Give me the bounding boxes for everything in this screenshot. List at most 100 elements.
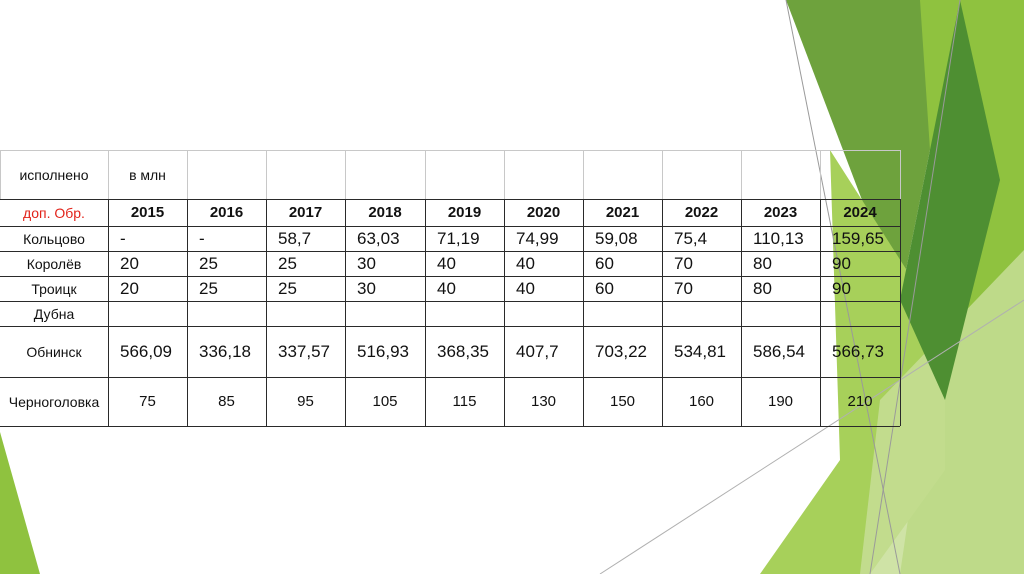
year-header-2016: 2016 [209,204,244,221]
table-cell: 159,65 [832,228,884,248]
table-cell [662,301,741,326]
row-name: Кольцово [23,230,85,247]
table-cell: 150 [609,393,636,410]
year-header-2020: 2020 [526,204,561,221]
thin-line-2 [869,0,961,574]
table-cell: 210 [847,393,873,410]
header-executed-label: исполнено [19,166,89,183]
table-gridline [0,251,900,252]
year-header-2022: 2022 [684,204,719,221]
table-gridline [0,226,900,227]
header-category-label: доп. Обр. [23,204,85,221]
table-cell: 90 [832,253,851,273]
table-gridline [266,150,267,199]
table-gridline [345,199,346,426]
table-cell: 70 [674,278,693,298]
year-header-2017: 2017 [288,204,323,221]
table-gridline [108,150,109,199]
table-cell: 30 [357,278,376,298]
table-cell: 80 [753,278,772,298]
table-gridline [583,199,584,426]
thin-line-3 [599,299,1024,574]
table-cell [425,301,504,326]
table-cell [504,301,583,326]
year-header-2018: 2018 [368,204,402,221]
table-cell: 703,22 [595,341,647,361]
table-gridline [504,199,505,426]
table-cell: 74,99 [516,228,559,248]
table-gridline [0,150,1,199]
table-gridline [0,426,900,427]
table-cell: 40 [437,253,456,273]
table-cell: 80 [753,253,772,273]
table-cell: 368,35 [437,341,489,361]
table-gridline [583,150,584,199]
table-gridline [900,150,901,199]
table-gridline [662,199,663,426]
table-gridline [0,199,900,200]
table-gridline [820,199,821,426]
table-cell: 60 [595,278,614,298]
table-cell: 25 [199,253,218,273]
thin-line-1 [785,0,901,574]
table-gridline [187,199,188,426]
table-cell: 160 [688,393,715,410]
table-cell: 40 [437,278,456,298]
table-gridline [820,150,821,199]
table-gridline [345,150,346,199]
year-header-2015: 2015 [130,204,165,221]
table-cell: 71,19 [437,228,480,248]
year-header-2024: 2024 [843,204,877,221]
table-cell: 110,13 [753,228,804,248]
table-gridline [0,150,900,151]
table-gridline [425,199,426,426]
table-cell: 566,73 [832,341,884,361]
row-name: Черноголовка [8,393,100,410]
table-gridline [0,377,900,378]
table-cell: 95 [297,393,314,410]
green-shape-left [0,432,40,574]
table-cell: 566,09 [120,341,172,361]
row-name: Обнинск [26,343,82,360]
table-cell: 60 [595,253,614,273]
table-cell: 190 [767,393,794,410]
year-header-2021: 2021 [605,204,640,221]
table-gridline [504,150,505,199]
green-shape-dark [900,0,1000,400]
table-cell: 75 [139,393,156,410]
table-cell: 58,7 [278,228,312,248]
table-gridline [741,150,742,199]
table-cell [345,301,425,326]
table-cell: 115 [452,393,477,410]
table-gridline [0,326,900,327]
table-cell [108,301,187,326]
table-cell: - [120,228,126,248]
table-cell: 63,03 [357,228,400,248]
table-gridline [0,301,900,302]
row-name: Королёв [26,255,82,272]
table-cell [820,301,900,326]
green-shape-pale [860,250,1024,574]
table-gridline [662,150,663,199]
table-cell: 20 [120,278,139,298]
table-cell [266,301,345,326]
table-cell: 516,93 [357,341,409,361]
table-cell: 130 [530,393,557,410]
table-cell [741,301,820,326]
table-gridline [108,199,109,426]
header-units-label: в млн [129,166,166,183]
table-gridline [187,150,188,199]
year-header-2019: 2019 [447,204,482,221]
table-cell: 40 [516,253,535,273]
table-cell: 75,4 [674,228,708,248]
table-cell: 30 [357,253,376,273]
table-gridline [900,199,901,426]
table-cell: 85 [218,393,235,410]
table-cell: 337,57 [278,341,330,361]
year-header-2023: 2023 [763,204,798,221]
table-cell: 534,81 [674,341,726,361]
table-cell [583,301,662,326]
table-gridline [0,276,900,277]
